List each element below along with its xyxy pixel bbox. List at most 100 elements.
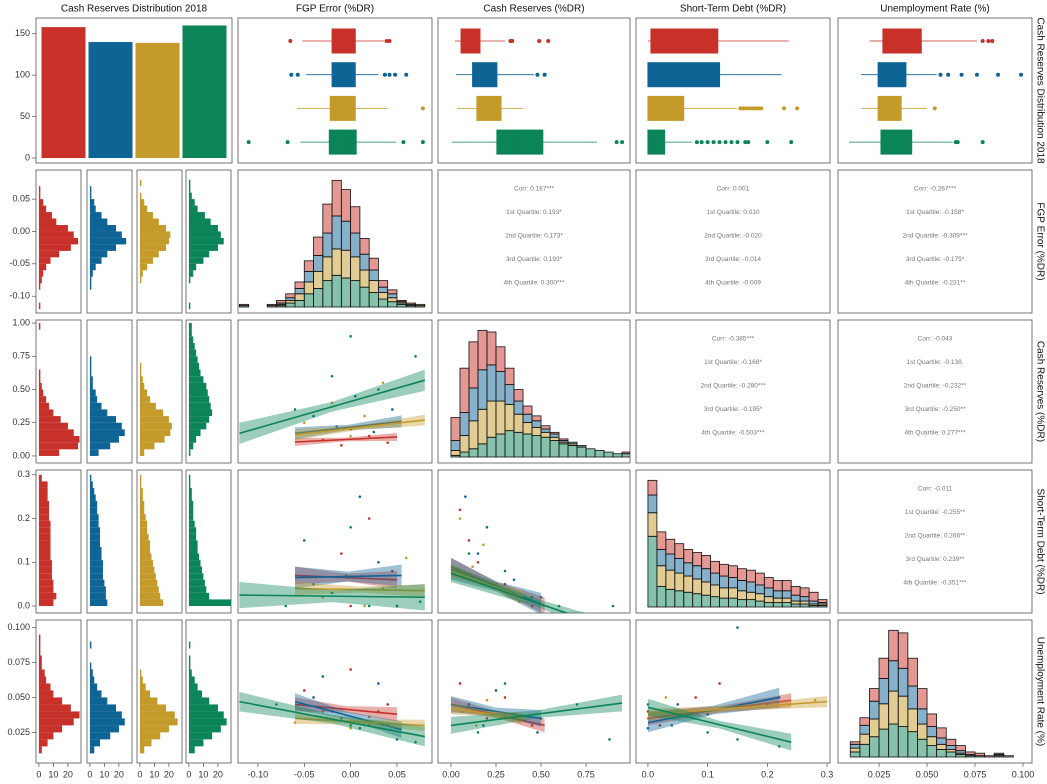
- hist-bar: [89, 263, 96, 271]
- hist-bar: [188, 560, 201, 567]
- point: [335, 425, 339, 429]
- stacked-bar: [468, 448, 479, 458]
- hist-bar: [188, 362, 200, 370]
- hist-bar: [89, 560, 103, 567]
- hist-bar: [139, 739, 152, 747]
- point: [321, 675, 325, 678]
- hist-bar: [38, 514, 50, 521]
- stacked-bar: [790, 585, 801, 596]
- stacked-bar: [504, 367, 515, 386]
- hist-bar: [89, 192, 92, 200]
- hist-bar: [89, 676, 95, 684]
- column-header: FGP Error (%DR): [296, 4, 374, 15]
- stacked-bar: [459, 412, 470, 437]
- outlier: [759, 106, 764, 111]
- outlier: [694, 140, 699, 145]
- hist-bar: [38, 540, 51, 547]
- hist-bar: [38, 389, 44, 397]
- stacked-bar: [294, 293, 305, 301]
- stacked-bar: [763, 587, 774, 598]
- y-tick-label: 0.50: [12, 384, 30, 394]
- hist-bar: [89, 218, 108, 225]
- hist-bar: [188, 263, 197, 271]
- hist-bar: [38, 436, 80, 443]
- stacked-bar: [477, 369, 488, 410]
- hist-bar: [139, 270, 143, 277]
- stacked-bar: [790, 594, 801, 602]
- correlation-text: Corr: -0.011: [918, 486, 953, 493]
- fit-line: [294, 717, 425, 727]
- stacked-bar: [266, 303, 277, 307]
- point: [611, 604, 615, 608]
- hist-bar: [139, 250, 159, 258]
- point: [482, 543, 485, 547]
- y-tick-label: -0.10: [9, 291, 30, 301]
- y-tick-label: 100: [15, 70, 30, 80]
- stacked-bar: [945, 751, 957, 758]
- column-header: Cash Reserves (%DR): [483, 4, 584, 15]
- hist-bar: [89, 409, 108, 417]
- point: [706, 731, 709, 734]
- outlier: [404, 72, 409, 77]
- x-tick-label: 0.075: [964, 769, 987, 779]
- hist-bar: [38, 250, 60, 258]
- hist-bar: [38, 599, 54, 607]
- hist-bar: [89, 362, 92, 370]
- stacked-bar: [522, 405, 533, 415]
- stacked-bar: [531, 426, 542, 437]
- stacked-bar: [368, 269, 379, 282]
- point: [340, 552, 343, 555]
- stacked-bar: [710, 584, 720, 598]
- hist-bar: [139, 514, 146, 521]
- stacked-bar: [540, 436, 551, 458]
- hist-bar: [139, 212, 153, 219]
- point: [377, 682, 380, 685]
- stacked-bar: [459, 367, 470, 413]
- hist-bar: [38, 244, 71, 251]
- hist-bar: [89, 704, 117, 712]
- stacked-bar: [888, 660, 899, 692]
- correlation-text: 2nd Quartile: 0.266**: [905, 533, 966, 540]
- point: [293, 721, 297, 724]
- hist-bar: [188, 501, 194, 508]
- hist-bar: [139, 507, 145, 515]
- stacked-bar: [540, 425, 551, 430]
- hist-bar: [188, 225, 218, 232]
- hist-bar: [38, 683, 51, 691]
- point: [530, 595, 534, 599]
- stacked-bar: [378, 286, 389, 293]
- stacked-bar: [477, 443, 488, 458]
- stacked-bar: [936, 749, 947, 758]
- hist-bar: [89, 514, 99, 521]
- stacked-bar: [396, 300, 407, 303]
- stacked-bar: [303, 270, 314, 283]
- stacked-bar: [737, 599, 747, 608]
- stacked-bar: [513, 389, 524, 402]
- stacked-bar: [926, 713, 938, 728]
- stacked-bar: [869, 718, 880, 738]
- hist-bar: [139, 546, 151, 554]
- stacked-bar: [415, 303, 426, 307]
- correlation-text: 3rd Quartile: 0.239**: [906, 556, 965, 563]
- hist-bar: [139, 402, 156, 410]
- hist-bar: [38, 416, 61, 423]
- stacked-bar: [378, 298, 389, 308]
- stacked-bar: [459, 435, 470, 453]
- hist-bar: [38, 560, 52, 567]
- panel-frame: [437, 169, 631, 314]
- hist-bar: [38, 697, 63, 705]
- hist-bar: [89, 250, 108, 258]
- hist-bar: [188, 250, 210, 258]
- fit-line: [294, 420, 402, 435]
- panel: [139, 362, 172, 456]
- hist-bar: [38, 655, 42, 663]
- point: [471, 565, 474, 568]
- stacked-bar: [674, 590, 685, 608]
- hist-bar: [188, 429, 201, 437]
- outlier: [246, 140, 251, 145]
- x-tick-label: 0: [87, 769, 92, 779]
- point: [358, 495, 362, 498]
- hist-bar: [139, 442, 155, 450]
- hist-bar: [139, 436, 165, 443]
- hist-bar: [89, 237, 127, 245]
